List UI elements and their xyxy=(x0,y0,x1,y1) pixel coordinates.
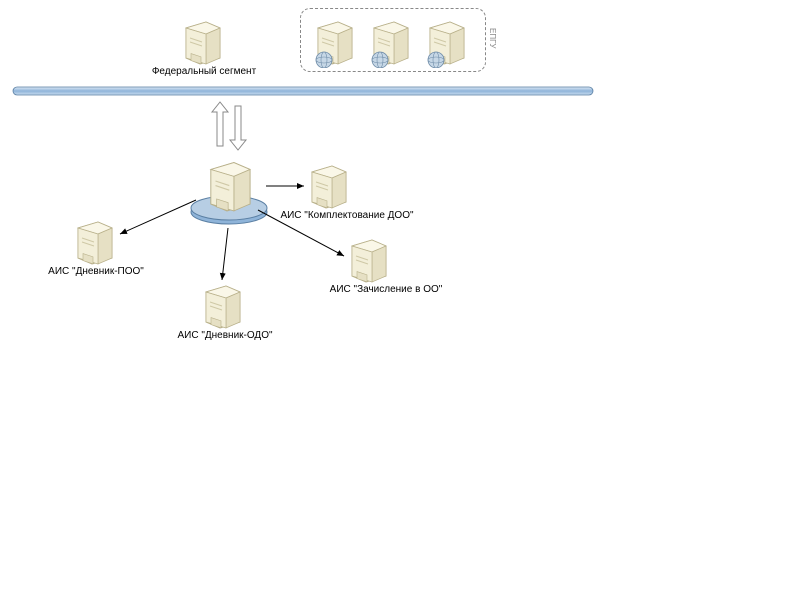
node-federal-server xyxy=(180,18,224,66)
node-federal-label: Федеральный сегмент xyxy=(144,66,264,77)
group-box-label: ЕПГУ xyxy=(488,28,497,49)
server-icon xyxy=(306,162,350,210)
node-doo xyxy=(306,162,350,210)
server-globe-icon xyxy=(368,18,412,68)
node-oo xyxy=(346,236,390,284)
server-icon xyxy=(346,236,390,284)
exchange-arrows xyxy=(210,100,250,154)
bus-bar xyxy=(12,86,594,96)
node-odo-label: АИС "Дневник-ОДО" xyxy=(160,330,290,341)
server-icon xyxy=(180,18,224,66)
node-globe-2 xyxy=(368,18,412,68)
server-icon xyxy=(200,282,244,330)
diagram-canvas: ЕПГУ xyxy=(0,0,800,600)
node-globe-1 xyxy=(312,18,356,68)
node-hub xyxy=(186,154,272,232)
hub-icon xyxy=(186,154,272,232)
node-doo-label: АИС "Комплектование ДОО" xyxy=(262,210,432,221)
node-poo-label: АИС "Дневник-ПОО" xyxy=(34,266,158,277)
node-odo xyxy=(200,282,244,330)
server-icon xyxy=(72,218,116,266)
server-globe-icon xyxy=(312,18,356,68)
node-oo-label: АИС "Зачисление в ОО" xyxy=(306,284,466,295)
double-arrow-icon xyxy=(210,100,250,154)
node-poo xyxy=(72,218,116,266)
server-globe-icon xyxy=(424,18,468,68)
node-globe-3 xyxy=(424,18,468,68)
